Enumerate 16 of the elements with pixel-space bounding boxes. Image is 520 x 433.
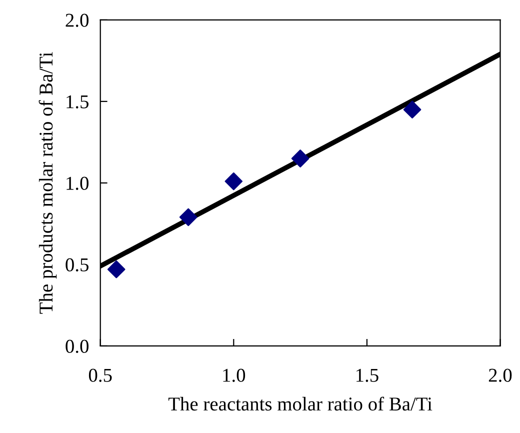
- y-axis-title: The products molar ratio of Ba/Ti: [38, 52, 57, 314]
- point: [179, 208, 198, 226]
- y-tick-label: 0.5: [66, 258, 88, 272]
- x-tick-label: 2.0: [488, 368, 512, 382]
- y-tick-label: 2.0: [66, 14, 89, 27]
- x-tick-label: 1.0: [223, 368, 246, 382]
- y-tick-label: 0.0: [66, 340, 89, 353]
- point: [403, 100, 422, 118]
- point: [107, 260, 126, 278]
- point: [291, 150, 310, 168]
- y-tick-label: 1.0: [66, 176, 89, 190]
- point: [224, 172, 243, 190]
- x-axis-title: The reactants molar ratio of Ba/Ti: [168, 396, 432, 411]
- y-tick-label: 1.5: [66, 95, 88, 108]
- x-tick-label: 1.5: [356, 368, 378, 382]
- x-tick-label: 0.5: [88, 368, 112, 382]
